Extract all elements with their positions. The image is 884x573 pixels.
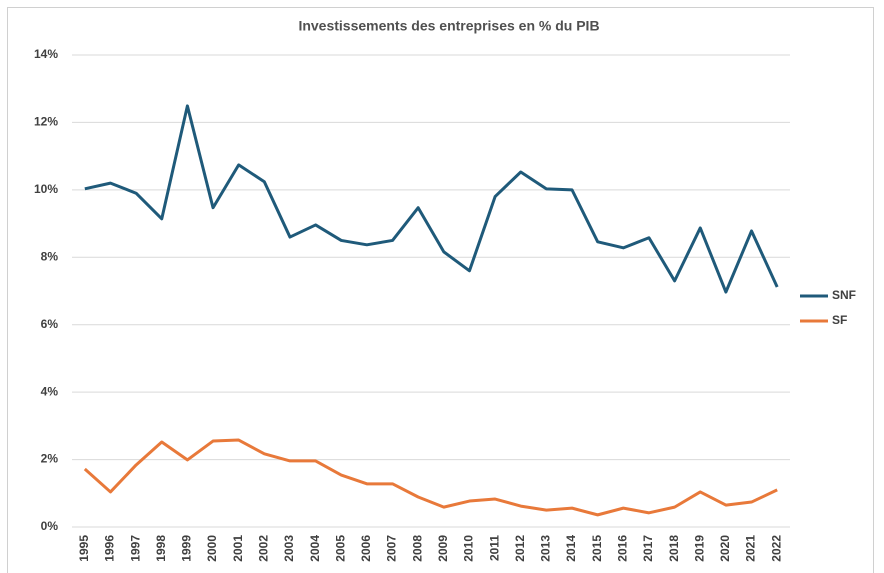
x-tick-label: 1997 [128,535,142,562]
x-tick-label: 2014 [564,535,578,562]
y-tick-label: 0% [41,519,59,533]
x-tick-label: 2008 [410,535,424,562]
x-tick-label: 2013 [539,535,553,562]
y-tick-label: 12% [34,115,58,129]
y-tick-label: 8% [41,249,59,263]
legend-label: SF [832,313,847,327]
y-tick-label: 4% [41,384,59,398]
x-tick-label: 2019 [692,535,706,562]
x-tick-label: 2004 [308,535,322,562]
x-tick-label: 2011 [487,535,501,561]
x-tick-label: 2015 [590,535,604,562]
x-tick-label: 2017 [641,535,655,562]
y-tick-label: 10% [34,182,58,196]
chart-title: Investissements des entreprises en % du … [298,18,599,34]
x-tick-label: 2016 [615,535,629,562]
x-tick-label: 1995 [77,535,91,562]
x-tick-label: 2000 [205,535,219,562]
x-tick-label: 2022 [769,535,783,562]
x-tick-label: 1998 [154,535,168,562]
x-tick-label: 2021 [744,535,758,562]
y-tick-label: 14% [34,47,58,61]
y-tick-label: 2% [41,452,59,466]
x-tick-label: 2006 [359,535,373,562]
x-tick-label: 2007 [385,535,399,562]
y-tick-label: 6% [41,317,59,331]
chart-border [7,7,874,573]
x-tick-label: 2001 [231,535,245,562]
x-tick-label: 2005 [333,535,347,562]
x-tick-label: 2003 [282,535,296,562]
legend-label: SNF [832,288,856,302]
series-line [83,438,778,517]
x-tick-label: 2002 [256,535,270,562]
x-tick-label: 2012 [513,535,527,562]
x-tick-label: 2009 [436,535,450,562]
x-tick-label: 2010 [462,535,476,562]
x-tick-label: 1999 [180,535,194,562]
x-tick-label: 2018 [667,535,681,562]
x-tick-label: 2020 [718,535,732,562]
x-tick-label: 1996 [103,535,117,562]
series-line [84,104,779,294]
